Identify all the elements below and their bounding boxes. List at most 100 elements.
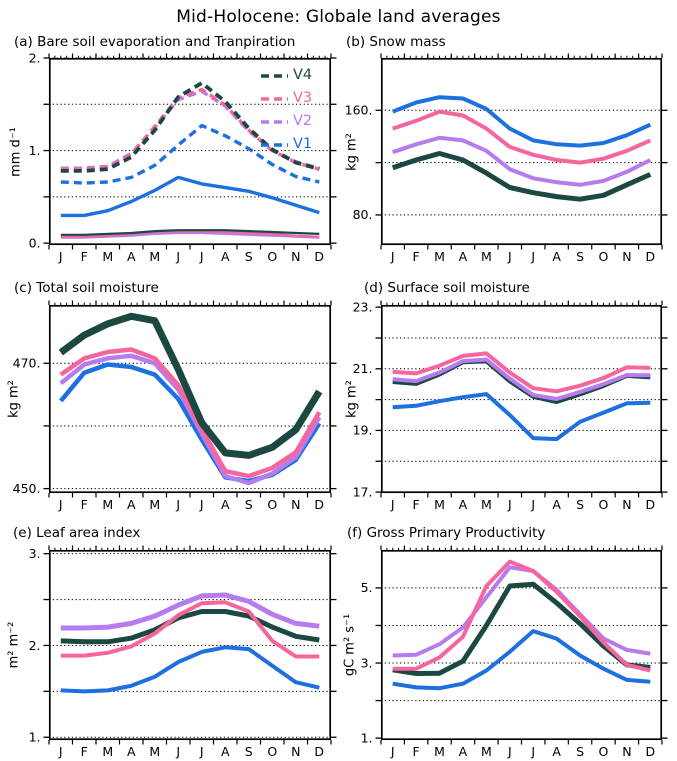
month-label: M — [481, 744, 492, 759]
month-label: M — [149, 249, 160, 264]
y-tick-label: 17. — [353, 484, 373, 499]
month-label: O — [599, 497, 609, 512]
month-label: F — [81, 744, 88, 759]
panel-e-title: (e) Leaf area index — [13, 525, 141, 541]
month-label: N — [622, 744, 631, 759]
series-V1 — [391, 95, 652, 148]
month-label: A — [459, 744, 468, 759]
month-label: N — [622, 497, 631, 512]
y-tick-label: 2. — [29, 50, 41, 65]
series-V1-solid — [60, 175, 320, 218]
series-V2 — [392, 135, 652, 187]
panel-a-title: (a) Bare soil evaporation and Tranpirati… — [14, 34, 296, 50]
axes-frame — [48, 57, 332, 246]
month-label: M — [434, 744, 445, 759]
month-label: F — [413, 744, 420, 759]
month-label: O — [267, 497, 277, 512]
month-label: F — [81, 249, 88, 264]
panel-d-title: (d) Surface soil moisture — [364, 280, 530, 296]
panel-a-plot-area: 0. 1. 2. J F M A M J J A S O N D — [29, 50, 337, 264]
panel-b-plot-area: 80. 160. J F M A M J J A S O N D — [345, 53, 668, 264]
month-label: A — [221, 249, 230, 264]
y-tick-label: 21. — [353, 361, 373, 376]
panel-f-title: (f) Gross Primary Productivity — [347, 525, 546, 541]
month-label: F — [81, 497, 88, 512]
month-label: J — [390, 249, 395, 264]
axes-frame — [48, 304, 332, 494]
y-tick-label: 23. — [353, 299, 373, 314]
month-label: J — [530, 497, 535, 512]
month-label: M — [149, 497, 160, 512]
month-label: A — [459, 497, 468, 512]
y-tick-label: 160. — [345, 103, 373, 118]
series-V4 — [58, 312, 323, 459]
y-tick-label: 0. — [29, 235, 41, 250]
month-label: M — [102, 497, 113, 512]
y-tick-label: 3. — [29, 546, 41, 561]
month-label: J — [530, 249, 535, 264]
panel-f-ylabel: gC m² s⁻¹ — [342, 613, 358, 677]
month-label: M — [102, 249, 113, 264]
month-label: M — [434, 497, 445, 512]
month-label: M — [149, 744, 160, 759]
panel-e-plot-area: 1. 2. 3. J F M A M J J A S O N D — [29, 545, 337, 759]
y-tick-label: 3. — [361, 655, 373, 670]
month-label: S — [245, 744, 253, 759]
panel-d-plot-area: 17. 19. 21. 23. J F M A M J J A S O N D — [353, 299, 668, 512]
series-V3 — [59, 347, 322, 479]
panel-a-ylabel: mm d⁻¹ — [8, 127, 24, 177]
month-label: J — [199, 249, 204, 264]
series-V4-solid — [60, 229, 320, 236]
panel-c-plot-area: 450. 470. J F M A M J J A S O N D — [13, 300, 337, 512]
chart-svg-b: 80.160.J F M A M J J A S O N D — [345, 53, 668, 264]
month-label: D — [645, 497, 655, 512]
month-label: D — [314, 497, 324, 512]
chart-svg-a: 0.1.2.J F M A M J J A S O N D — [29, 50, 337, 264]
legend-dash-icon — [261, 119, 288, 124]
y-tick-label: 2. — [29, 638, 41, 653]
legend-dash-icon — [261, 142, 288, 147]
y-tick-label: 80. — [353, 207, 373, 222]
series-V4-dashed — [60, 81, 320, 173]
month-label: J — [390, 497, 395, 512]
chart-svg-f: 1.3.5.J F M A M J J A S O N D — [361, 545, 668, 759]
month-label: A — [552, 744, 561, 759]
month-label: S — [576, 744, 584, 759]
legend-dash-icon — [261, 96, 288, 101]
panel-d-ylabel: kg m² — [344, 380, 360, 418]
y-tick-label: 5. — [361, 580, 373, 595]
month-label: J — [530, 744, 535, 759]
month-label: S — [576, 497, 584, 512]
series-V4 — [391, 151, 652, 202]
chart-svg-c: 450.470.J F M A M J J A S O N D — [13, 300, 337, 512]
month-label: J — [58, 249, 63, 264]
month-label: A — [221, 497, 230, 512]
series-V1 — [392, 392, 651, 442]
month-label: J — [507, 744, 512, 759]
month-label: D — [645, 249, 655, 264]
month-label: N — [291, 497, 300, 512]
month-label: O — [599, 744, 609, 759]
month-label: J — [58, 744, 63, 759]
month-label: O — [599, 249, 609, 264]
axes-frame — [380, 304, 663, 494]
month-label: M — [481, 249, 492, 264]
y-tick-label: 1. — [29, 730, 41, 745]
month-label: A — [459, 249, 468, 264]
series-V2 — [392, 357, 651, 401]
legend-dash-icon — [261, 73, 288, 78]
series-V2 — [392, 565, 651, 658]
month-label: J — [390, 744, 395, 759]
month-label: N — [291, 249, 300, 264]
month-label: O — [267, 249, 277, 264]
legend: V4 V3 V2 V1 — [261, 64, 312, 156]
series-V3 — [60, 600, 320, 659]
month-label: A — [552, 497, 561, 512]
month-label: N — [291, 744, 300, 759]
month-label: A — [127, 744, 136, 759]
month-label: J — [175, 744, 180, 759]
series-V1 — [392, 629, 651, 691]
month-label: J — [199, 744, 204, 759]
series-V1-dashed — [60, 123, 320, 185]
month-label: J — [507, 249, 512, 264]
